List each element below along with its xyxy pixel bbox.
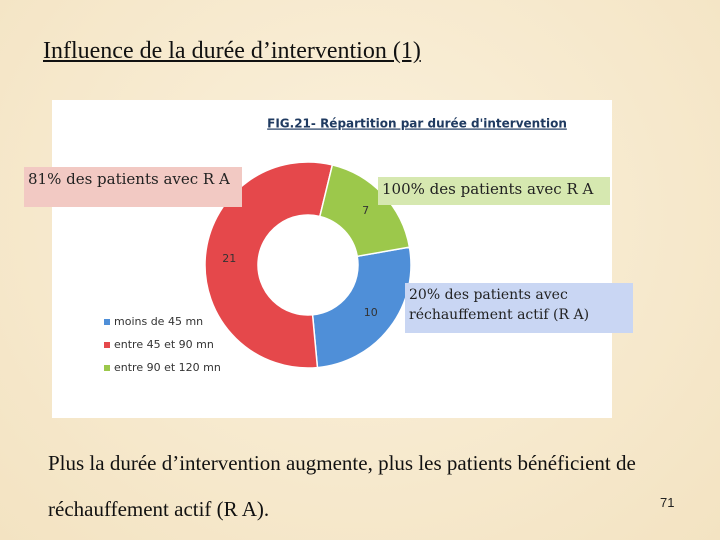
legend-label: moins de 45 mn [114,315,203,328]
page-number: 71 [660,495,675,510]
callout: 20% des patients avec réchauffement acti… [405,283,633,333]
donut-slice [311,246,412,369]
callout: 100% des patients avec R A [378,177,610,205]
slide-title: Influence de la durée d’intervention (1) [43,38,421,64]
body-text: Plus la durée d’intervention augmente, p… [48,451,636,521]
donut-slice [204,161,334,369]
legend-label: entre 90 et 120 mn [114,361,221,374]
chart-title: FIG.21- Répartition par durée d'interven… [267,117,567,131]
legend-swatch [104,342,110,348]
data-label: 10 [364,306,378,319]
legend-label: entre 45 et 90 mn [114,338,214,351]
data-label: 21 [222,252,236,265]
callout: 81% des patients avec R A [24,167,242,207]
donut-slice [318,164,411,258]
chart: FIG.21- Répartition par durée d'interven… [104,117,567,374]
data-label: 7 [362,204,369,217]
legend-swatch [104,319,110,325]
legend-swatch [104,365,110,371]
chart-area: FIG.21- Répartition par durée d'interven… [52,100,612,418]
